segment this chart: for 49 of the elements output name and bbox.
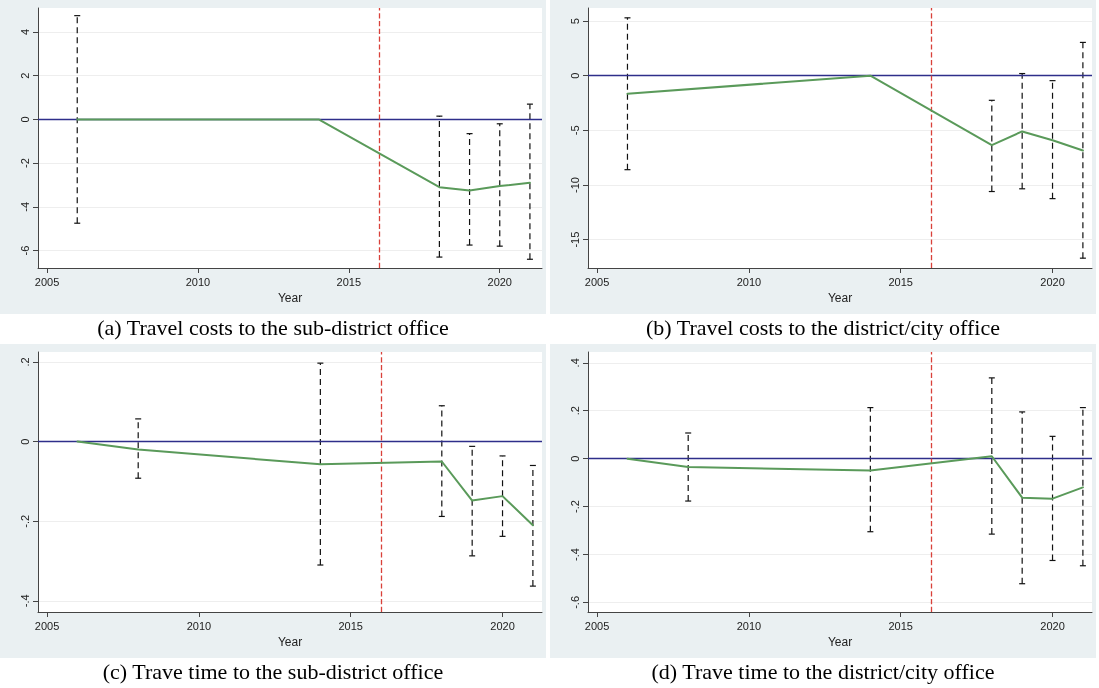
y-tick-label: -5 (568, 125, 581, 136)
x-tick-label: 2015 (336, 275, 362, 288)
y-tick-label: -6 (18, 245, 31, 256)
y-tick-label: -4 (18, 201, 31, 212)
x-tick-label: 2010 (186, 619, 212, 632)
text: (b) Travel costs to the district/city office (645, 314, 1001, 342)
x-tick-label: 2020 (487, 275, 512, 288)
line-series (626, 455, 1084, 500)
y-tick-label: .2 (568, 406, 581, 416)
x-axis-title: Year (277, 291, 303, 305)
x-axis-title: Year (277, 635, 303, 649)
y-tick-label: .2 (18, 357, 31, 367)
y-tick-label: -.4 (568, 548, 581, 561)
y-tick-label: -15 (568, 231, 581, 248)
y-tick-label: 5 (568, 18, 581, 25)
x-axis-title: Year (827, 291, 853, 305)
x-tick-label: 2015 (888, 619, 913, 632)
y-tick-label: -.4 (18, 594, 31, 608)
y-tick-label: 4 (18, 28, 31, 36)
y-tick-label: -.6 (568, 595, 581, 609)
x-tick-label: 2005 (34, 619, 60, 632)
y-tick-label: 0 (568, 455, 581, 462)
x-tick-label: 2005 (584, 619, 610, 632)
y-tick-label: .4 (568, 358, 581, 368)
x-tick-label: 2010 (736, 275, 762, 288)
line-series (76, 118, 531, 192)
line-series (76, 440, 534, 527)
text: (d) Trave time to the district/city office (650, 658, 996, 686)
y-tick-label: 0 (18, 116, 31, 123)
y-tick-label: -.2 (568, 500, 581, 513)
text: (a) Travel costs to the sub-district office (96, 314, 450, 342)
x-tick-label: 2005 (34, 275, 60, 288)
line-series (626, 74, 1084, 152)
y-tick-label: -10 (568, 177, 581, 193)
y-tick-label: 2 (18, 72, 31, 79)
y-tick-label: -2 (18, 158, 31, 169)
x-tick-label: 2020 (1040, 275, 1065, 288)
x-tick-label: 2020 (1040, 619, 1065, 632)
x-tick-label: 2015 (888, 275, 913, 288)
y-tick-label: 0 (568, 72, 581, 79)
x-axis-title: Year (827, 635, 853, 649)
y-tick-label: -.2 (18, 514, 31, 528)
x-tick-label: 2005 (584, 275, 610, 288)
x-tick-label: 2015 (338, 619, 363, 632)
x-tick-label: 2010 (185, 275, 211, 288)
y-tick-label: 0 (18, 438, 31, 445)
x-tick-label: 2010 (736, 619, 762, 632)
x-tick-label: 2020 (490, 619, 515, 632)
text: (c) Trave time to the sub-district office (101, 658, 445, 686)
